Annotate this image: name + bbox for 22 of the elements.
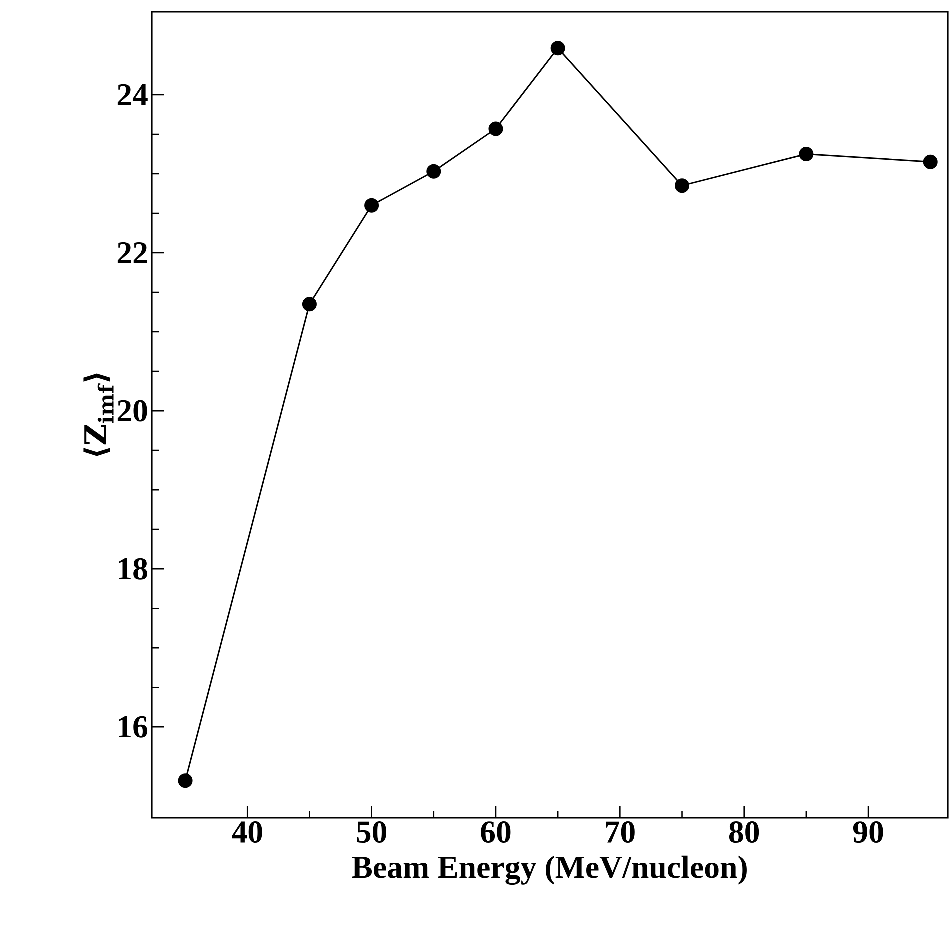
x-tick-label: 90	[853, 822, 884, 844]
point	[488, 122, 504, 136]
x-tick-label: 80	[729, 822, 760, 844]
y-tick-label: 20	[118, 400, 148, 422]
x-tick-label: 70	[606, 822, 635, 844]
y-tick-label: 18	[119, 558, 148, 580]
point	[364, 198, 380, 213]
x-tick-label: 40	[232, 822, 262, 844]
point	[426, 164, 442, 179]
y-axis-title: ⟨Z$_{imf}$⟩	[84, 374, 114, 456]
point	[302, 297, 317, 312]
point	[923, 154, 938, 170]
point	[675, 178, 690, 194]
x-tick-label: 50	[357, 822, 387, 844]
y-tick-label: 24	[118, 84, 148, 106]
point	[178, 774, 193, 788]
x-axis-title: Beam Energy (MeV/nucleon)	[352, 856, 747, 886]
point	[799, 146, 814, 162]
y-tick-label: 22	[118, 242, 148, 264]
point	[550, 41, 566, 56]
x-tick-label: 60	[481, 822, 511, 844]
y-tick-label: 16	[119, 716, 148, 738]
